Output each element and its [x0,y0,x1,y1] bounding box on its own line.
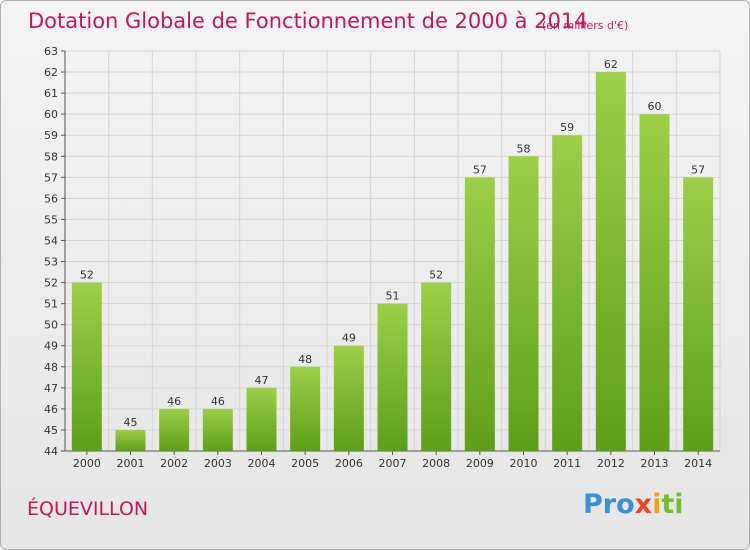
bar [552,135,583,452]
x-tick-label: 2000 [73,457,101,470]
y-tick-label: 52 [44,277,58,290]
data-label: 45 [124,416,138,429]
data-label: 57 [473,163,487,176]
bar [202,408,233,451]
x-tick-label: 2007 [379,457,407,470]
bar [639,114,670,451]
labels: 44 45 46 47 48 49 50 51 52 53 54 55 56 57 58 59 60 61 62 63… [44,45,712,470]
logo-part: x [634,489,653,520]
y-tick-label: 61 [44,87,58,100]
y-tick-label: 59 [44,129,58,142]
data-label: 46 [167,395,181,408]
y-tick-label: 50 [44,319,58,332]
y-tick-label: 63 [44,45,58,58]
chart-subtitle: (en milliers d'€) [542,19,629,32]
chart-title: Dotation Globale de Fonctionnement de 20… [28,9,588,33]
proxiti-logo[interactable]: Proxiti [583,489,684,520]
bar [290,366,321,451]
data-label: 46 [211,395,225,408]
bar [595,72,626,451]
x-tick-label: 2008 [422,457,450,470]
bar [333,345,364,451]
data-label: 52 [80,269,94,282]
logo-part: i [652,489,662,520]
x-tick-label: 2004 [248,457,276,470]
data-label: 47 [255,374,269,387]
y-tick-label: 48 [44,361,58,374]
bar [159,408,190,451]
y-tick-label: 60 [44,108,58,121]
x-tick-label: 2013 [641,457,669,470]
y-tick-label: 51 [44,298,58,311]
bar [683,177,714,451]
y-tick-label: 49 [44,340,58,353]
x-tick-label: 2011 [553,457,581,470]
bars [71,72,714,452]
bar [421,282,452,451]
data-label: 62 [604,58,618,71]
logo-part: Pro [583,489,635,520]
x-tick-label: 2002 [160,457,188,470]
y-tick-label: 56 [44,192,58,205]
x-tick-label: 2009 [466,457,494,470]
y-tick-label: 54 [44,234,58,247]
data-label: 57 [691,163,705,176]
x-tick-label: 2003 [204,457,232,470]
y-tick-label: 55 [44,213,58,226]
data-label: 48 [298,353,312,366]
commune-name: ÉQUEVILLON [27,498,149,520]
data-label: 49 [342,332,356,345]
y-tick-label: 58 [44,150,58,163]
x-tick-label: 2005 [291,457,319,470]
y-tick-label: 57 [44,171,58,184]
bar [115,429,146,451]
bar [377,303,408,451]
x-tick-label: 2006 [335,457,363,470]
data-label: 59 [560,121,574,134]
bar [508,156,539,451]
data-label: 60 [648,100,662,113]
y-tick-label: 45 [44,424,58,437]
data-label: 58 [517,142,531,155]
y-tick-label: 46 [44,403,58,416]
x-tick-label: 2001 [117,457,145,470]
x-tick-label: 2014 [684,457,712,470]
y-tick-label: 62 [44,66,58,79]
bar [246,387,277,451]
data-label: 52 [429,269,443,282]
y-tick-label: 44 [44,445,58,458]
logo-part: ti [661,489,684,520]
data-label: 51 [386,290,400,303]
y-tick-label: 53 [44,256,58,269]
x-tick-label: 2010 [510,457,538,470]
y-tick-label: 47 [44,382,58,395]
bar [464,177,495,451]
bar [71,282,102,451]
x-tick-label: 2012 [597,457,625,470]
